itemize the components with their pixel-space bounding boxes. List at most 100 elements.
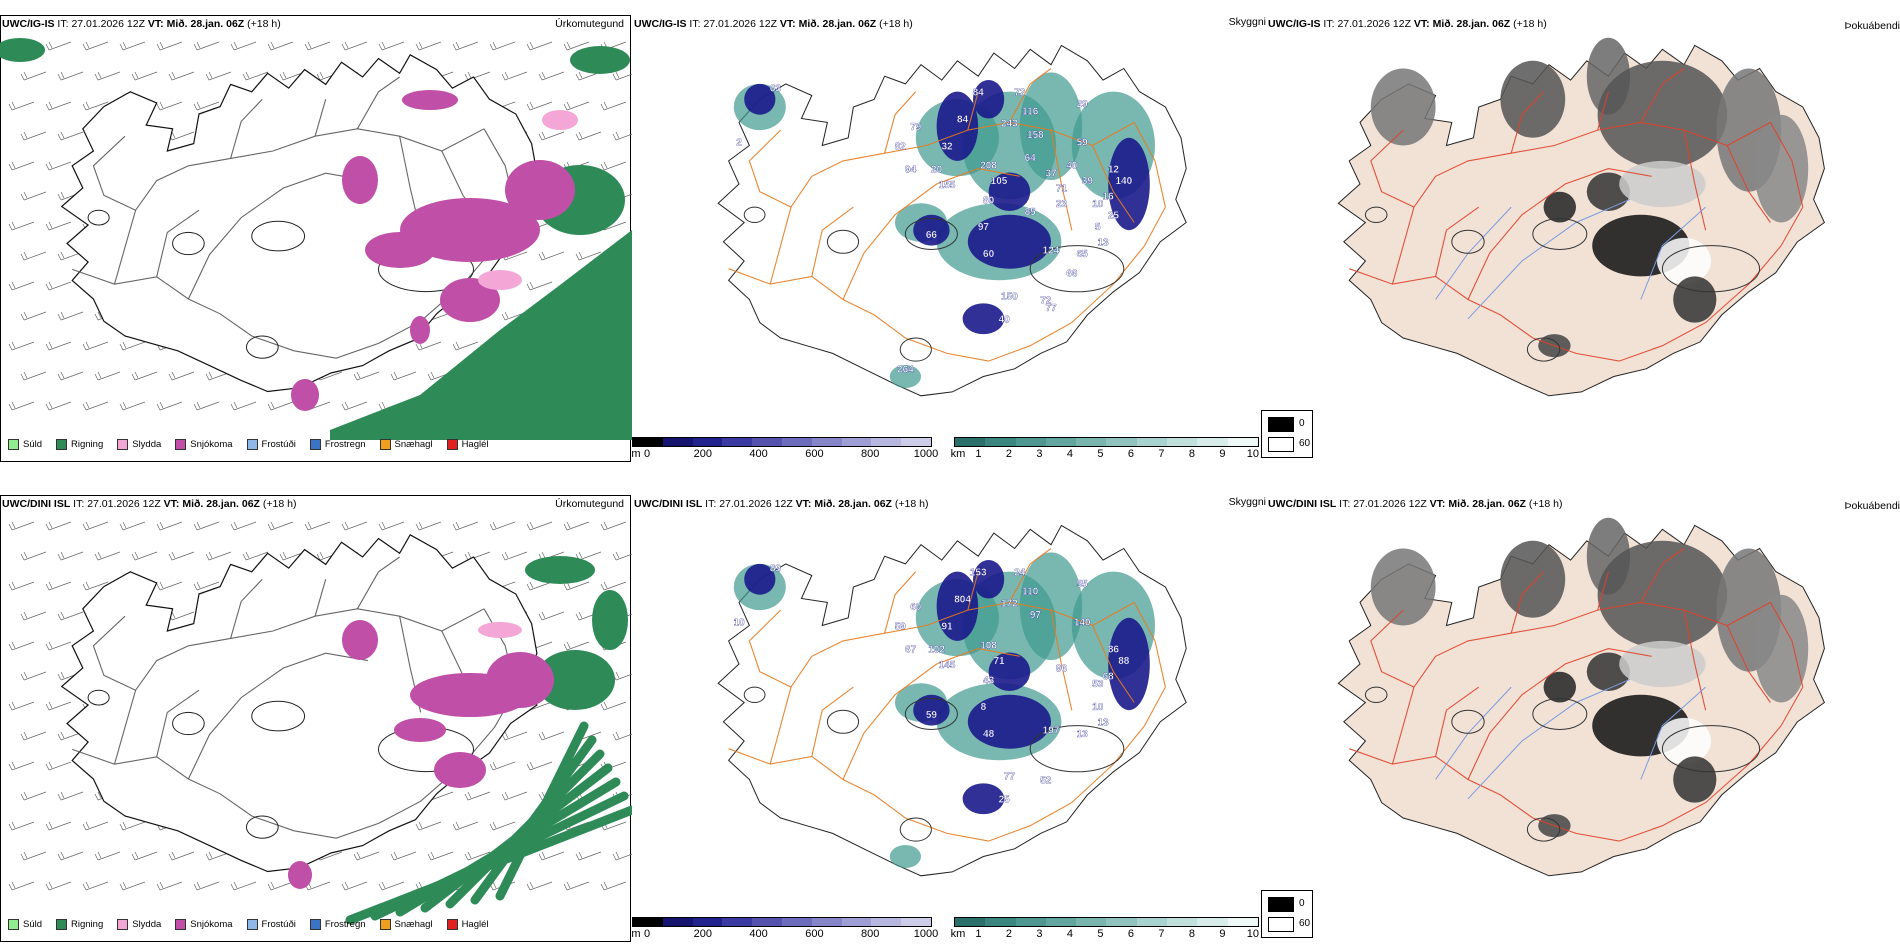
legend-item: Frostregn [309, 919, 366, 930]
wind-barb [94, 371, 121, 381]
visibility-area [1019, 72, 1083, 181]
cloudbase-value: 12 [1108, 164, 1120, 175]
init-time: 27.01.2026 12Z [1337, 18, 1411, 30]
wind-barb [341, 881, 368, 891]
legend-swatch [8, 439, 19, 450]
wind-barb [45, 641, 72, 651]
colorbar-ticks: m 0 200 400 600 800 1000 [632, 927, 938, 941]
road-line [811, 686, 854, 757]
fog-map-top [1337, 37, 1826, 397]
wind-barb [45, 521, 72, 531]
wind-barb [415, 821, 442, 831]
glacier-outline [1526, 337, 1561, 362]
road-line [1467, 168, 1652, 300]
colorbar-tick: 1 [975, 928, 982, 940]
colorbar-segment [871, 918, 902, 926]
wind-barb [353, 851, 380, 861]
valid-time: Mið. 28.jan. 06Z [182, 498, 260, 510]
cloudbase-value: 150 [1001, 292, 1018, 303]
wind-barb [242, 71, 269, 81]
legend-swatch [56, 439, 68, 450]
colorbar-tick: 2 [1005, 928, 1012, 940]
glacier-outline [172, 711, 205, 736]
wind-barb [20, 551, 47, 561]
wind-barb [168, 611, 195, 621]
vt-label: VT: [147, 18, 164, 30]
cloudbase-value: 96 [1056, 664, 1068, 675]
river-line [1640, 206, 1706, 300]
colorbar-ticks: m 0 200 400 600 800 1000 [632, 447, 938, 461]
colorbar-segment [1106, 918, 1137, 926]
cloudbase-colorbar-top: m 0 200 400 600 800 1000 [632, 437, 938, 461]
lead-time: (+18 h) [1513, 18, 1547, 30]
fog-legend-black-label: 0 [1299, 418, 1305, 429]
wind-barb [341, 521, 368, 531]
cloudbase-value: 10 [1092, 702, 1104, 713]
glacier-outline [1029, 245, 1125, 293]
rain-area [525, 556, 595, 584]
cloudbase-value: 91 [941, 621, 953, 632]
wind-barb [230, 41, 257, 51]
wind-barb [45, 401, 72, 411]
wind-barb [526, 101, 553, 111]
wind-barb [45, 581, 72, 591]
road-line [1597, 91, 1609, 131]
colorbar-tick: 8 [1188, 928, 1195, 940]
road-line [230, 98, 263, 159]
colorbar-segment [901, 918, 931, 926]
wind-barb [8, 161, 35, 171]
colorbar-tick: 10 [1246, 448, 1260, 460]
wind-barb [193, 581, 220, 591]
cloudbase-value: 116 [1022, 107, 1039, 118]
colorbar-segment [1106, 438, 1137, 446]
cloudbase-value: 264 [897, 365, 914, 376]
cloudbase-value: 208 [980, 161, 997, 172]
wind-barb [230, 401, 257, 411]
road-line [314, 99, 327, 137]
model-name: UWC/DINI ISL [1268, 498, 1337, 510]
cloudbase-value: 53 [1092, 679, 1104, 690]
wind-barb [341, 401, 368, 411]
legend-label: Slydda [132, 919, 162, 930]
it-label: IT: [689, 18, 701, 30]
road-line [1510, 91, 1545, 154]
colorbar-segment [1227, 918, 1258, 926]
glacier-outline [1532, 218, 1588, 250]
wind-barb [390, 371, 417, 381]
wind-barb [205, 71, 232, 81]
road-line [1092, 625, 1135, 703]
init-time: 27.01.2026 12Z [71, 18, 145, 30]
fog-legend-white-label: 60 [1299, 438, 1311, 449]
colorbar-tick: 200 [693, 448, 712, 460]
wind-barb [82, 881, 109, 891]
legend-swatch [117, 919, 129, 930]
wind-barb [526, 281, 553, 291]
it-label: IT: [1339, 498, 1351, 510]
road-line [1391, 121, 1771, 285]
legend-item: Frostúði [246, 919, 296, 930]
road-line [1008, 68, 1052, 123]
wind-barb [353, 371, 380, 381]
model-name: UWC/IG-IS [634, 18, 687, 30]
fog-legend-white-swatch [1268, 437, 1294, 452]
wind-barb [612, 551, 632, 561]
snow-area [434, 752, 486, 788]
colorbar-segment [811, 438, 842, 446]
colorbar-tick: 800 [861, 448, 880, 460]
fog-area [1543, 191, 1576, 223]
precip-map-bottom [8, 521, 632, 925]
wind-barb [119, 821, 146, 831]
precip-panel-top: UWC/IG-IS IT: 27.01.2026 12Z VT: Mið. 28… [0, 0, 632, 470]
wind-barb [57, 551, 84, 561]
fog-legend-white-swatch [1268, 917, 1294, 932]
wind-barb [20, 851, 47, 861]
cloudbase-value: 40 [1066, 161, 1078, 172]
valid-time: Mið. 28.jan. 06Z [166, 18, 245, 30]
colorbar-tick: 10 [1246, 928, 1260, 940]
wind-barb [131, 851, 158, 861]
lead-time: (+18 h) [894, 498, 929, 510]
colorbar-strip [632, 917, 932, 927]
cloudbase-area [973, 80, 1005, 119]
wind-barb [131, 71, 158, 81]
colorbar-unit: m [632, 928, 641, 940]
